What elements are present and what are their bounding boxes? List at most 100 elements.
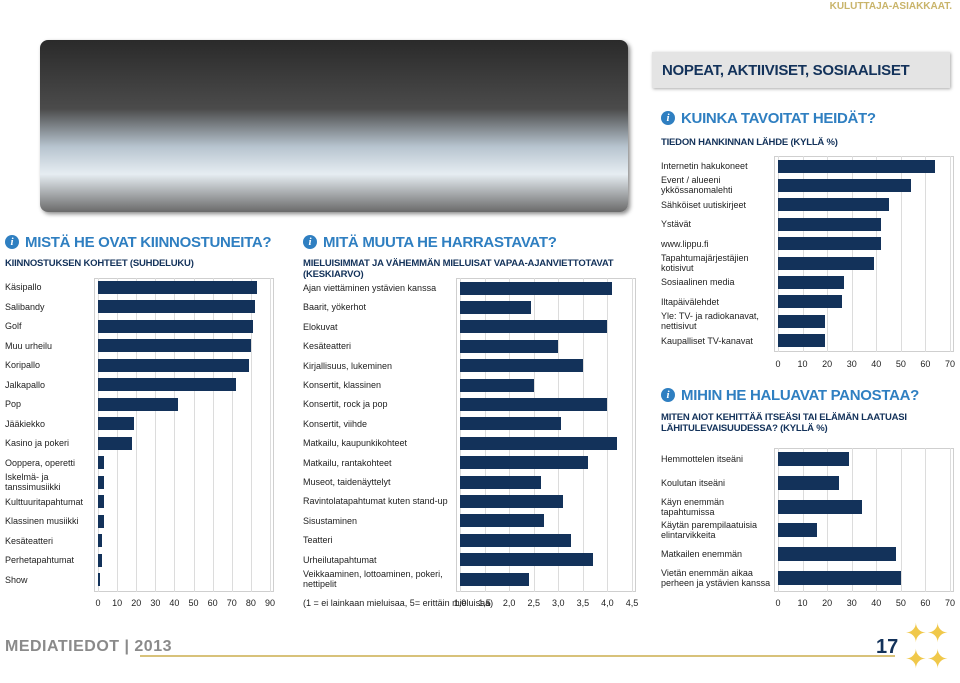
info-icon: i xyxy=(661,111,675,125)
category-label: Sisustaminen xyxy=(303,515,358,526)
grid-line xyxy=(582,278,584,592)
category-label: Kasino ja pokeri xyxy=(5,438,70,448)
category-label: Tapahtumajärjestäjien kotisivut xyxy=(661,253,749,273)
x-tick-label: 10 xyxy=(797,598,808,608)
category-label: Baarit, yökerhot xyxy=(303,302,367,313)
x-tick-label: 10 xyxy=(112,598,123,608)
x-tick-label: 90 xyxy=(264,598,276,608)
grid-line xyxy=(509,278,511,592)
x-tick-label: 50 xyxy=(895,598,906,608)
category-label: Konsertit, klassinen xyxy=(303,379,382,390)
section-subtitle: MIELUISIMMAT JA VÄHEMMÄN MIELUISAT VAPAA… xyxy=(303,258,614,280)
plot-frame xyxy=(94,278,274,592)
grid-line xyxy=(270,278,271,592)
bar xyxy=(778,334,825,348)
grid-line xyxy=(558,278,560,592)
category-label: Konsertit, rock ja pop xyxy=(303,399,388,410)
bar xyxy=(98,436,133,450)
x-tick-label: 10 xyxy=(797,359,808,369)
info-icon: i xyxy=(5,235,19,249)
category-label: Käyn enemmän tapahtumissa xyxy=(661,496,725,517)
banner xyxy=(652,52,950,88)
bar xyxy=(460,320,608,334)
category-label: Show xyxy=(5,574,28,585)
publication: MEDIATIEDOT | 2013 xyxy=(5,638,172,655)
bar xyxy=(460,572,529,586)
bar xyxy=(98,553,102,567)
category-label: Elokuvat xyxy=(303,321,338,332)
category-label: Klassinen musiikki xyxy=(5,516,79,526)
category-label: Matkailu, rantakohteet xyxy=(303,457,392,468)
bar xyxy=(778,237,882,251)
grid-line xyxy=(950,448,951,592)
bar xyxy=(778,198,889,212)
grid-line xyxy=(900,156,902,352)
footer-rule xyxy=(140,655,895,657)
category-label: Urheilutapahtumat xyxy=(303,554,377,565)
category-label: Perhetapahtumat xyxy=(5,555,75,565)
x-tick-label: 4,0 xyxy=(601,598,614,608)
bar xyxy=(460,281,613,295)
x-tick-label: 70 xyxy=(226,598,237,608)
category-label: Salibandy xyxy=(5,301,45,312)
plot-frame xyxy=(774,448,954,592)
category-label: Koulutan itseäni xyxy=(661,477,726,488)
bar xyxy=(778,523,818,538)
x-tick-label: 1,0 xyxy=(453,598,467,608)
grid-line xyxy=(851,156,853,352)
bar xyxy=(460,553,593,567)
x-tick-label: 50 xyxy=(895,359,906,369)
bar xyxy=(98,358,249,372)
bar xyxy=(460,359,583,373)
x-tick-label: 40 xyxy=(169,598,180,608)
bar xyxy=(98,475,104,489)
section-subtitle: MITEN AIOT KEHITTÄÄ ITSEÄSI TAI ELÄMÄN L… xyxy=(661,412,907,434)
category-label: Veikkaaminen, lottoaminen, pokeri, netti… xyxy=(303,569,443,589)
bar xyxy=(98,417,135,430)
category-label: Kesäteatteri xyxy=(5,535,54,546)
bar xyxy=(98,534,102,547)
grid-line xyxy=(802,448,804,592)
grid-line xyxy=(155,278,157,592)
grid-line xyxy=(250,278,252,592)
category-label: Matkailen enemmän xyxy=(661,549,743,560)
info-icon: i xyxy=(661,388,675,402)
category-label: Muu urheilu xyxy=(5,340,53,351)
bar xyxy=(98,495,104,508)
grid-line xyxy=(876,156,878,352)
grid-line xyxy=(827,156,829,352)
x-tick-label: 30 xyxy=(150,598,161,608)
section-title: MITÄ MUUTA HE HARRASTAVAT? xyxy=(323,234,557,251)
category-label: Yle: TV- ja radiokanavat, nettisivut xyxy=(661,311,759,332)
bar xyxy=(460,494,564,508)
bar xyxy=(460,300,532,314)
grid-line xyxy=(117,278,119,592)
category-label: Kesäteatteri xyxy=(303,341,352,352)
section-subtitle: TIEDON HANKINNAN LÄHDE (KYLLÄ %) xyxy=(661,137,838,148)
x-tick-label: 2,5 xyxy=(527,598,540,608)
category-label: Matkailu, kaupunkikohteet xyxy=(303,438,408,449)
category-label: Iltapäivälehdet xyxy=(661,296,720,307)
info-icon: i xyxy=(303,235,317,249)
grid-line xyxy=(925,156,927,352)
x-tick-label: 40 xyxy=(871,359,882,369)
category-label: Golf xyxy=(5,321,22,331)
grid-line xyxy=(778,156,779,352)
x-tick-label: 0 xyxy=(775,359,781,369)
grid-line xyxy=(212,278,214,592)
grid-line xyxy=(98,278,99,592)
bar xyxy=(460,436,618,450)
category-label: Internetin hakukoneet xyxy=(661,160,748,171)
x-tick-label: 3,5 xyxy=(576,598,590,608)
grid-line xyxy=(876,448,878,592)
plot-frame xyxy=(774,156,954,352)
x-tick-label: 60 xyxy=(920,359,931,369)
x-tick-label: 60 xyxy=(207,598,218,608)
grid-line xyxy=(460,278,461,592)
category-label: Museot, taidenäyttelyt xyxy=(303,476,391,487)
category-label: Konsertit, viihde xyxy=(303,418,368,429)
grid-line xyxy=(231,278,233,592)
bar xyxy=(98,300,255,313)
bar xyxy=(460,339,559,353)
